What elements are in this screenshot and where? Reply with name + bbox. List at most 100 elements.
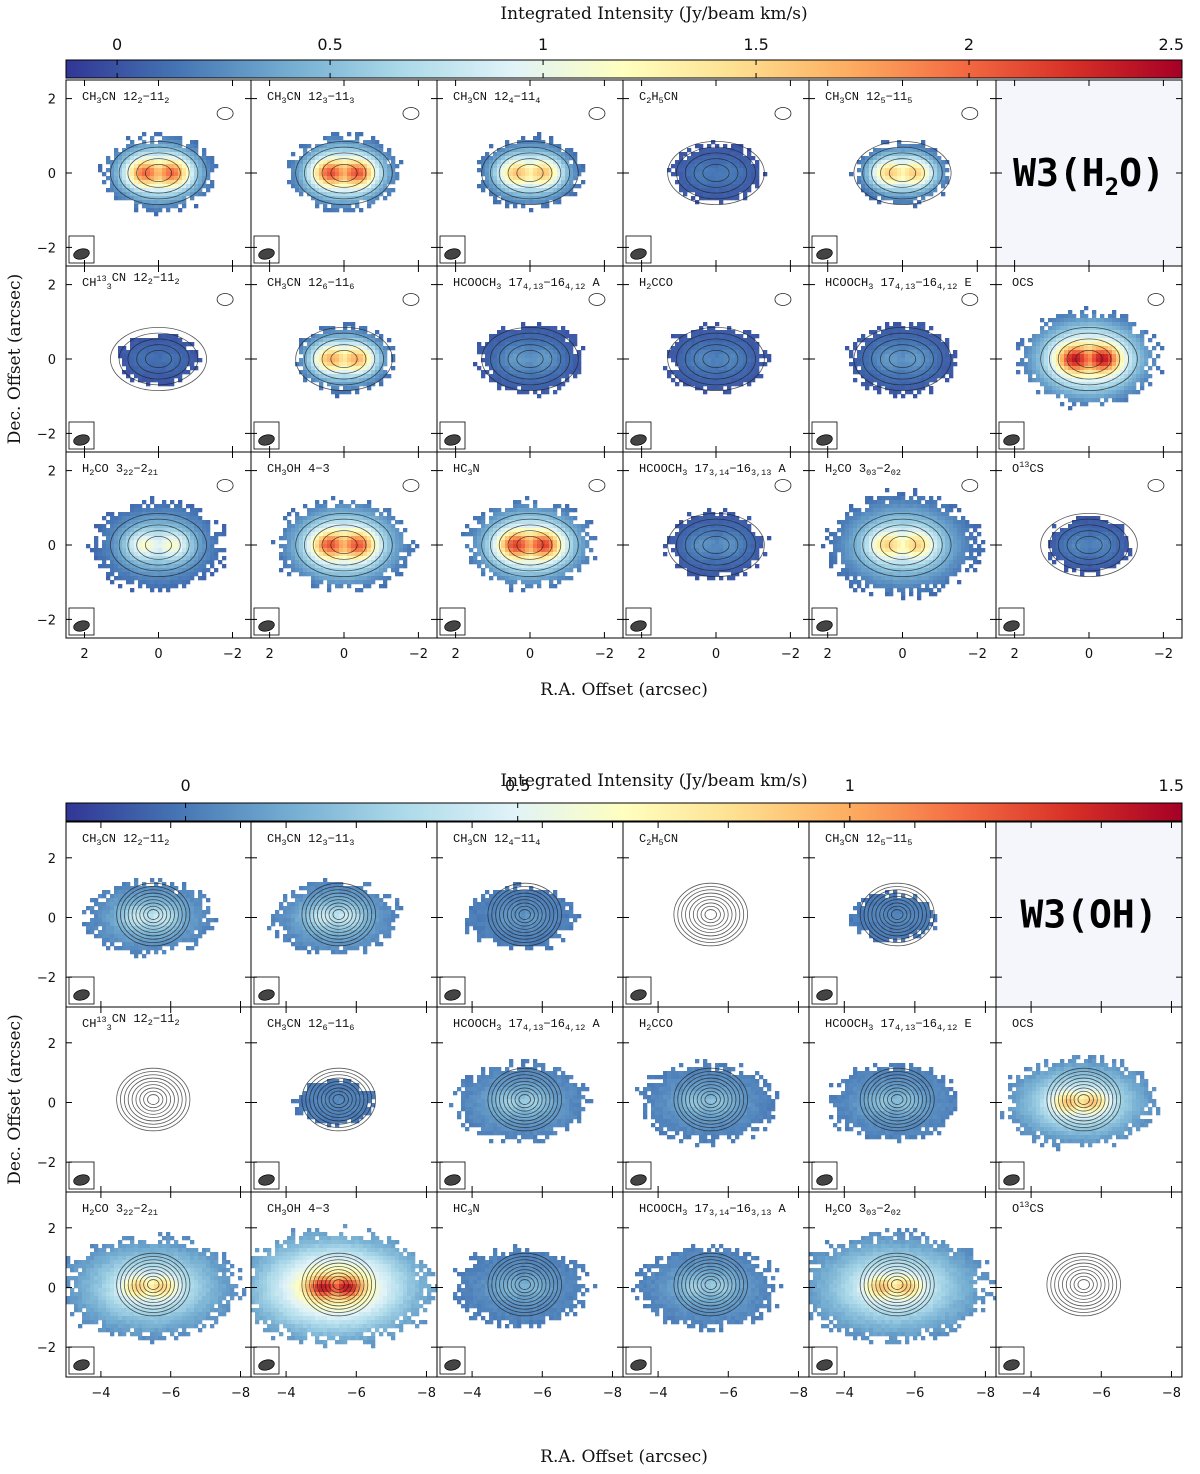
panel-label: HCOOCH3 174,13−164,12 A [453, 276, 601, 292]
beam-ellipse [258, 248, 275, 260]
panel-label: HCOOCH3 174,13−164,12 A [453, 1017, 601, 1033]
y-tick-label: 2 [48, 93, 56, 108]
continuum-contours [673, 882, 748, 947]
colorbar-tick-label: 0 [180, 776, 190, 795]
continuum-contours [301, 1252, 376, 1317]
map-panel: H2CO 322−221 [65, 1191, 252, 1378]
map-panel: CH3OH 4−3 [250, 1191, 438, 1378]
y-tick-label: −2 [37, 1156, 56, 1171]
continuum-contours [116, 1252, 191, 1317]
source-title-panel: W3(OH) [995, 821, 1183, 1008]
x-tick-label: −2 [223, 647, 242, 662]
map-panel: CH3CN 123−113 [250, 79, 438, 267]
colorbar-tick-label: 1.5 [743, 35, 768, 54]
contour-blob [588, 293, 606, 306]
x-tick-label: −6 [719, 1386, 738, 1401]
source-title: W3(OH) [1020, 893, 1157, 937]
contour-blob [588, 479, 606, 492]
x-tick-label: −2 [1154, 647, 1173, 662]
beam-ellipse [73, 434, 90, 446]
colorbar-tick-label: 1 [538, 35, 548, 54]
contour-blob [774, 479, 792, 492]
panel-label: C2H5CN [639, 832, 678, 848]
x-tick-label: −6 [347, 1386, 366, 1401]
continuum-contours [673, 1252, 748, 1317]
continuum-contours [853, 293, 979, 392]
map-panel: HCOOCH3 174,13−164,12 A [436, 265, 624, 453]
panel-label: H2CO 303−202 [825, 462, 901, 478]
continuum-contours [487, 1252, 562, 1317]
map-panel: H2CCO [622, 1006, 810, 1193]
map-panel: HC3N [436, 451, 624, 639]
beam-ellipse [1003, 1359, 1020, 1371]
beam-ellipse [630, 620, 647, 632]
continuum-contours [481, 479, 606, 578]
x-tick-label: −2 [781, 647, 800, 662]
panel-label: CH133CN 122−112 [82, 1012, 180, 1033]
contour-blob [961, 293, 979, 306]
panel-label: OCS [1012, 276, 1034, 290]
contour-blob [961, 479, 979, 492]
source-title-panel: W3(H2O) [995, 79, 1183, 267]
y-tick-label: 2 [48, 1037, 56, 1052]
beam-ellipse [630, 1174, 647, 1186]
colorbar-tick-label: 0.5 [317, 35, 342, 54]
map-panel: CH3CN 122−112 [65, 79, 252, 267]
map-panel: C2H5CN [622, 821, 810, 1008]
beam-ellipse [630, 989, 647, 1001]
map-panel: H2CO 303−202 [808, 451, 997, 639]
panel-label: CH3CN 123−113 [267, 90, 354, 106]
panel-label: HC3N [453, 1202, 480, 1218]
contour-blob [588, 107, 606, 120]
panel-label: C2H5CN [639, 90, 678, 106]
w3-h2o-block: 0 0.5 1 1.5 2 2.5 Integrated Intensity (Jy/bea… [5, 4, 1184, 700]
continuum-contours [481, 107, 606, 206]
map-panel: CH3CN 126−116 [250, 1006, 438, 1193]
y-tick-label: 2 [48, 1222, 56, 1237]
beam-ellipse [816, 1174, 833, 1186]
beam-ellipse [816, 989, 833, 1001]
panel-label: HC3N [453, 462, 480, 478]
x-tick-label: −4 [463, 1386, 482, 1401]
x-tick-label: −8 [1162, 1386, 1181, 1401]
contour-blob [774, 293, 792, 306]
x-tick-label: 0 [154, 647, 162, 662]
continuum-contours [673, 1067, 748, 1132]
map-panel: CH3OH 4−3 [250, 451, 438, 639]
beam-ellipse [73, 1359, 90, 1371]
beam-ellipse [630, 434, 647, 446]
beam-ellipse [444, 248, 461, 260]
panel-label: CH3CN 125−115 [825, 90, 912, 106]
map-panel: O13CS [995, 1191, 1183, 1378]
colorbar-label: Integrated Intensity (Jy/beam km/s) [500, 771, 807, 791]
x-axis-label: R.A. Offset (arcsec) [540, 1447, 708, 1467]
panel-label: OCS [1012, 1017, 1034, 1031]
continuum-contours [295, 479, 420, 578]
x-tick-label: −4 [1022, 1386, 1041, 1401]
map-panel: C2H5CN [622, 79, 810, 267]
x-tick-label: −2 [595, 647, 614, 662]
map-panel: OCS [995, 1006, 1183, 1193]
panel-label: HCOOCH3 173,14−163,13 A [639, 462, 787, 478]
panel-label: CH3OH 4−3 [267, 1202, 330, 1218]
continuum-contours [667, 293, 792, 392]
panel-label: H2CCO [639, 276, 673, 292]
x-tick-label: −6 [533, 1386, 552, 1401]
x-tick-label: 0 [526, 647, 534, 662]
x-tick-label: 2 [265, 647, 273, 662]
continuum-contours [110, 107, 234, 206]
y-tick-label: 0 [48, 539, 56, 554]
map-panel: CH3CN 124−114 [436, 821, 624, 1008]
continuum-contours [301, 1067, 376, 1132]
map-panel: CH3CN 122−112 [65, 821, 252, 1008]
beam-ellipse [258, 989, 275, 1001]
y-tick-label: −2 [37, 427, 56, 442]
beam-ellipse [1003, 620, 1020, 632]
map-panel: CH3CN 125−115 [808, 821, 997, 1008]
x-tick-label: −8 [976, 1386, 995, 1401]
map-panel: CH133CN 122−112 [65, 265, 252, 453]
beam-ellipse [444, 1359, 461, 1371]
source-title: W3(H2O) [1013, 151, 1165, 201]
map-panel: H2CCO [622, 265, 810, 453]
